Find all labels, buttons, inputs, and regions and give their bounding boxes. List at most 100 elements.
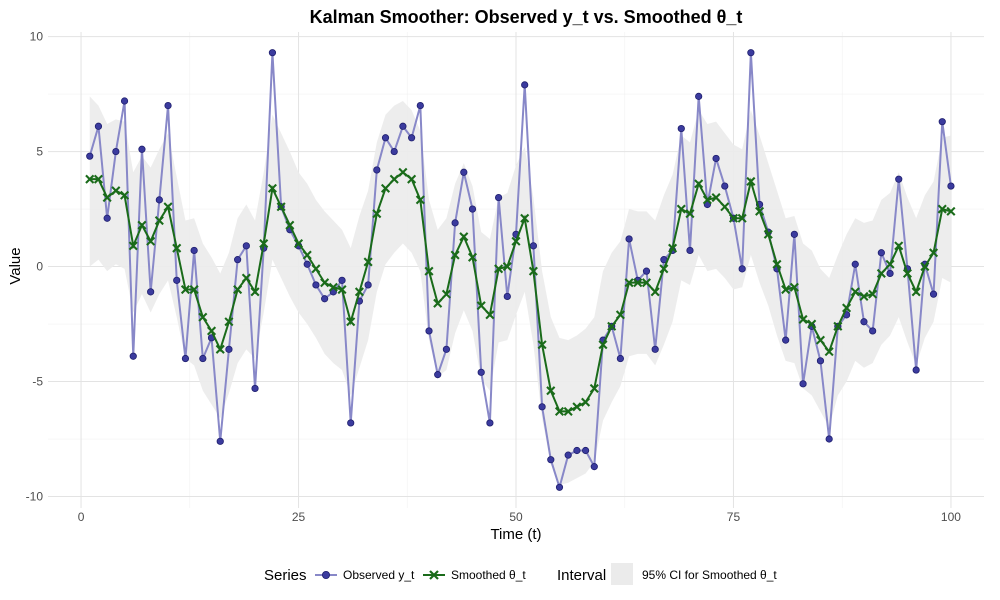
observed-point bbox=[225, 345, 233, 353]
smoothed-point bbox=[215, 344, 225, 354]
observed-point bbox=[251, 384, 259, 393]
observed-point bbox=[581, 446, 590, 455]
smoothed-point bbox=[946, 206, 956, 216]
y-tick-label: 10 bbox=[30, 30, 44, 44]
observed-point bbox=[895, 175, 903, 183]
legend-label-observed: Observed y_t bbox=[343, 568, 415, 582]
smoothed-point bbox=[433, 298, 443, 308]
smoothed-point bbox=[389, 174, 399, 184]
legend-key-observed bbox=[315, 571, 337, 580]
smoothed-point bbox=[641, 278, 652, 288]
smoothed-point bbox=[833, 321, 843, 331]
smoothed-point bbox=[824, 347, 834, 357]
y-tick-label: 5 bbox=[36, 145, 43, 159]
observed-point bbox=[312, 281, 320, 289]
smoothed-point bbox=[737, 213, 747, 223]
observed-point bbox=[425, 327, 433, 335]
smoothed-point bbox=[554, 406, 565, 416]
observed-point bbox=[242, 242, 250, 250]
observed-point bbox=[738, 265, 746, 273]
smoothed-point bbox=[233, 285, 243, 295]
smoothed-point bbox=[154, 216, 164, 226]
smoothed-point bbox=[668, 243, 678, 253]
observed-point bbox=[373, 166, 381, 174]
observed-point bbox=[338, 276, 346, 284]
observed-point bbox=[521, 81, 529, 89]
smoothed-line bbox=[89, 170, 952, 413]
smoothed-point bbox=[120, 190, 130, 200]
ci-band-layer bbox=[89, 96, 951, 485]
observed-point bbox=[799, 380, 807, 388]
smoothed-point bbox=[798, 314, 808, 324]
observed-point bbox=[416, 101, 424, 110]
observed-point bbox=[347, 419, 355, 427]
smoothed-point bbox=[563, 406, 573, 416]
observed-point bbox=[468, 205, 477, 213]
smoothed-point bbox=[476, 301, 486, 311]
smoothed-point bbox=[720, 202, 730, 212]
observed-point bbox=[155, 196, 163, 204]
smoothed-point bbox=[885, 259, 895, 269]
smoothed-point bbox=[537, 340, 547, 350]
observed-series-layer bbox=[86, 49, 955, 491]
smoothed-point bbox=[581, 397, 591, 407]
observed-point bbox=[181, 354, 190, 363]
observed-point bbox=[877, 249, 885, 257]
smoothed-series-layer bbox=[85, 167, 956, 416]
observed-point bbox=[408, 134, 416, 142]
smoothed-point bbox=[607, 321, 617, 331]
observed-point bbox=[321, 295, 329, 303]
observed-point bbox=[825, 435, 833, 443]
observed-point bbox=[103, 214, 111, 222]
smoothed-point bbox=[189, 285, 199, 295]
smoothed-point bbox=[702, 195, 712, 205]
ci-band bbox=[89, 96, 951, 485]
smoothed-point bbox=[346, 317, 356, 327]
smoothed-point bbox=[467, 252, 478, 262]
smoothed-point bbox=[102, 193, 112, 203]
smoothed-point bbox=[659, 264, 669, 274]
legend-interval-title: Interval bbox=[557, 567, 606, 584]
observed-point bbox=[547, 456, 555, 464]
observed-point bbox=[782, 336, 790, 344]
observed-point bbox=[138, 145, 146, 153]
smoothed-point bbox=[311, 264, 321, 274]
legend-series-title: Series bbox=[264, 567, 307, 584]
observed-point bbox=[381, 134, 390, 142]
smoothed-point bbox=[459, 232, 469, 242]
smoothed-point bbox=[224, 317, 234, 327]
x-tick-label: 25 bbox=[292, 510, 306, 524]
smoothed-point bbox=[285, 220, 295, 230]
smoothed-point bbox=[546, 386, 556, 396]
smoothed-point bbox=[128, 241, 138, 251]
observed-point bbox=[573, 446, 581, 455]
smoothed-point bbox=[407, 174, 417, 184]
smoothed-point bbox=[937, 204, 947, 214]
observed-point bbox=[216, 437, 224, 445]
smoothed-point bbox=[929, 248, 939, 258]
observed-point bbox=[434, 371, 442, 379]
smoothed-point bbox=[772, 259, 782, 269]
smoothed-point bbox=[598, 340, 608, 350]
smoothed-point bbox=[511, 236, 521, 246]
observed-point bbox=[538, 403, 546, 411]
observed-point bbox=[912, 366, 920, 374]
smoothed-point bbox=[415, 195, 425, 205]
smoothed-point bbox=[85, 174, 95, 184]
smoothed-point bbox=[206, 326, 217, 336]
observed-point bbox=[555, 483, 564, 491]
observed-point bbox=[625, 235, 633, 243]
smoothed-point bbox=[485, 310, 495, 320]
smoothed-point bbox=[267, 183, 277, 193]
observed-point bbox=[199, 354, 207, 363]
observed-point bbox=[477, 368, 485, 376]
smoothed-point bbox=[363, 257, 373, 267]
smoothed-point bbox=[250, 287, 260, 297]
observed-point bbox=[164, 101, 172, 110]
smoothed-point bbox=[842, 303, 852, 313]
smoothed-point bbox=[241, 273, 251, 283]
observed-point bbox=[268, 49, 277, 57]
smoothed-point bbox=[650, 287, 660, 297]
observed-point bbox=[590, 463, 598, 471]
